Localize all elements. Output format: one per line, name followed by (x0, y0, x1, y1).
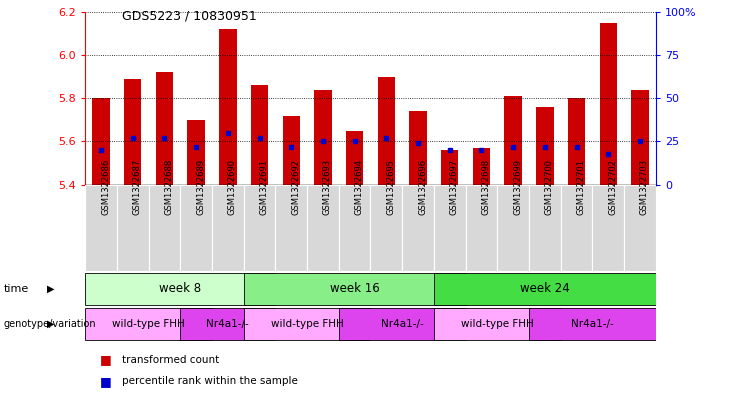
Text: GSM1322689: GSM1322689 (196, 159, 205, 215)
Bar (149, 185, 180, 271)
Bar (187, 120, 205, 185)
Text: GSM1322688: GSM1322688 (165, 159, 173, 215)
Bar (85, 185, 117, 271)
Bar (568, 98, 585, 185)
Bar (244, 273, 465, 305)
Bar (370, 185, 402, 271)
Text: Nr4a1-/-: Nr4a1-/- (381, 318, 424, 329)
Bar (434, 308, 561, 340)
Bar (212, 185, 244, 271)
Bar (631, 90, 648, 185)
Text: GSM1322698: GSM1322698 (482, 159, 491, 215)
Bar (592, 185, 624, 271)
Bar (529, 308, 656, 340)
Bar (599, 22, 617, 185)
Text: transformed count: transformed count (122, 354, 219, 365)
Bar (346, 130, 363, 185)
Bar (378, 77, 395, 185)
Bar (473, 148, 490, 185)
Bar (339, 308, 465, 340)
Text: GSM1322699: GSM1322699 (513, 159, 522, 215)
Text: GSM1322687: GSM1322687 (133, 159, 142, 215)
Bar (409, 111, 427, 185)
Text: percentile rank within the sample: percentile rank within the sample (122, 376, 298, 386)
Bar (124, 79, 142, 185)
Text: week 24: week 24 (520, 282, 570, 295)
Bar (529, 185, 561, 271)
Bar (624, 185, 656, 271)
Bar (505, 96, 522, 185)
Text: GSM1322693: GSM1322693 (323, 159, 332, 215)
Text: time: time (4, 284, 29, 294)
Bar (85, 273, 276, 305)
Bar (307, 185, 339, 271)
Bar (402, 185, 434, 271)
Bar (93, 98, 110, 185)
Bar (434, 185, 465, 271)
Text: GSM1322703: GSM1322703 (640, 159, 649, 215)
Text: GSM1322702: GSM1322702 (608, 159, 617, 215)
Text: GSM1322695: GSM1322695 (386, 159, 396, 215)
Text: Nr4a1-/-: Nr4a1-/- (207, 318, 249, 329)
Text: GSM1322690: GSM1322690 (227, 159, 237, 215)
Text: Nr4a1-/-: Nr4a1-/- (571, 318, 614, 329)
Bar (561, 185, 592, 271)
Text: GSM1322691: GSM1322691 (259, 159, 268, 215)
Bar (339, 185, 370, 271)
Bar (180, 308, 276, 340)
Text: wild-type FHH: wild-type FHH (270, 318, 344, 329)
Bar (156, 72, 173, 185)
Text: GDS5223 / 10830951: GDS5223 / 10830951 (122, 10, 257, 23)
Bar (251, 85, 268, 185)
Text: GSM1322694: GSM1322694 (355, 159, 364, 215)
Text: GSM1322701: GSM1322701 (576, 159, 585, 215)
Text: GSM1322697: GSM1322697 (450, 159, 459, 215)
Bar (497, 185, 529, 271)
Bar (219, 29, 236, 185)
Text: ■: ■ (100, 353, 112, 366)
Text: ▶: ▶ (47, 284, 54, 294)
Bar (244, 185, 276, 271)
Text: genotype/variation: genotype/variation (4, 319, 96, 329)
Text: GSM1322692: GSM1322692 (291, 159, 300, 215)
Bar (314, 90, 332, 185)
Bar (441, 150, 459, 185)
Text: GSM1322686: GSM1322686 (101, 159, 110, 215)
Bar (180, 185, 212, 271)
Text: week 8: week 8 (159, 282, 202, 295)
Text: GSM1322700: GSM1322700 (545, 159, 554, 215)
Text: week 16: week 16 (330, 282, 379, 295)
Text: ▶: ▶ (47, 319, 54, 329)
Bar (244, 308, 370, 340)
Bar (465, 185, 497, 271)
Text: GSM1322696: GSM1322696 (418, 159, 427, 215)
Bar (276, 185, 307, 271)
Bar (85, 308, 212, 340)
Bar (117, 185, 149, 271)
Text: ■: ■ (100, 375, 112, 388)
Bar (434, 273, 656, 305)
Text: wild-type FHH: wild-type FHH (112, 318, 185, 329)
Bar (282, 116, 300, 185)
Text: wild-type FHH: wild-type FHH (461, 318, 534, 329)
Bar (536, 107, 554, 185)
